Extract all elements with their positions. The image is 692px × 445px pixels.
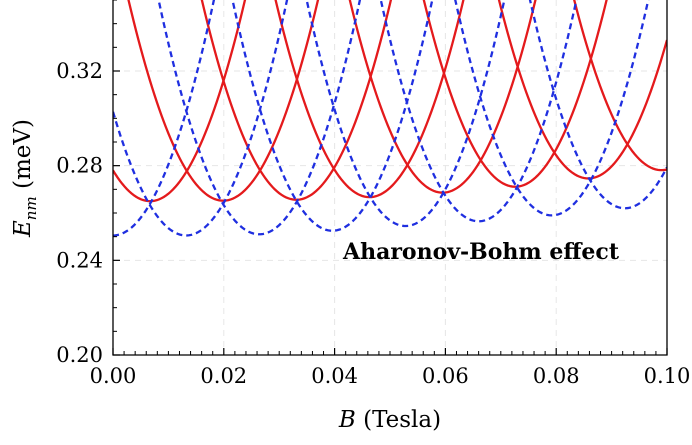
y-tick-labels: 0.20 0.24 0.28 0.32 <box>56 59 103 367</box>
x-tick-label: 0.06 <box>422 364 469 388</box>
y-axis-symbol: E <box>10 220 36 238</box>
dashed-blue-curve-3 <box>231 0 434 232</box>
solid-red-curve-2 <box>200 0 393 201</box>
dashed-blue-curve-2 <box>157 0 362 236</box>
solid-red-curve-5 <box>422 0 608 188</box>
series-group <box>113 0 667 237</box>
x-tick-label: 0.00 <box>90 364 137 388</box>
solid-red-curve-6 <box>497 0 667 180</box>
y-tick-label: 0.20 <box>56 343 103 367</box>
x-axis-label: B (Tesla) <box>338 407 441 433</box>
solid-red-curve-4 <box>348 0 537 194</box>
dashed-blue-curve-7 <box>528 0 667 210</box>
ticks <box>112 0 668 356</box>
dashed-blue-curve-4 <box>305 0 506 228</box>
dashed-blue-curve-0 <box>113 0 216 237</box>
y-axis-label: Enm (meV) <box>10 119 40 238</box>
x-axis-unit: (Tesla) <box>356 407 441 433</box>
x-tick-label: 0.10 <box>644 364 691 388</box>
dashed-blue-curve-1 <box>113 0 289 237</box>
x-axis-symbol: B <box>338 407 356 433</box>
y-axis-unit: (meV) <box>10 119 36 196</box>
x-tick-label: 0.02 <box>200 364 247 388</box>
annotation-label: Aharonov-Bohm effect <box>342 239 620 265</box>
x-tick-label: 0.04 <box>311 364 358 388</box>
y-axis-subscript: nm <box>22 196 40 220</box>
y-tick-label: 0.32 <box>56 59 103 83</box>
dashed-blue-curve-6 <box>454 0 650 217</box>
solid-red-curve-0 <box>113 0 247 203</box>
x-tick-labels: 0.00 0.02 0.04 0.06 0.08 0.10 <box>90 364 691 388</box>
y-tick-label: 0.28 <box>56 154 103 178</box>
x-tick-label: 0.08 <box>533 364 580 388</box>
dashed-blue-curve-5 <box>379 0 578 223</box>
solid-red-curve-7 <box>573 0 667 172</box>
y-tick-label: 0.24 <box>56 248 103 272</box>
